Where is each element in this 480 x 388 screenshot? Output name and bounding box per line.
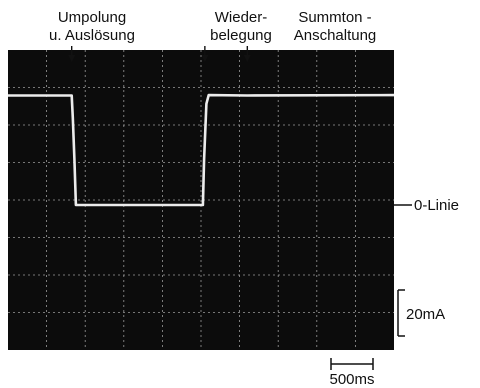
current-scale-bar: 20mA xyxy=(397,289,445,337)
zero-line-label: 0-Linie xyxy=(414,197,459,214)
event-umpolung-line1: Umpolung xyxy=(58,9,126,26)
event-summton-line2: Anschaltung xyxy=(294,27,377,44)
time-scale-bar: 500ms xyxy=(329,358,375,388)
event-wiederbelegung-line1: Wieder- xyxy=(215,9,268,26)
zero-line-marker: 0-Linie xyxy=(394,197,459,214)
event-wiederbelegung-line2: belegung xyxy=(210,27,272,44)
event-annotations: Umpolung u. Auslösung Wieder- belegung S… xyxy=(49,9,376,62)
current-scale-label: 20mA xyxy=(406,306,445,323)
event-summton-arrow-head xyxy=(243,55,251,62)
signal-trace xyxy=(8,93,395,207)
event-umpolung-arrow-head xyxy=(68,55,76,62)
signal-trace-line xyxy=(8,93,395,207)
event-wiederbelegung-arrow-head xyxy=(201,55,209,62)
event-summton-line1: Summton - xyxy=(298,9,371,26)
graticule xyxy=(8,50,394,350)
event-umpolung-line2: u. Auslösung xyxy=(49,27,135,44)
time-scale-label: 500ms xyxy=(329,371,374,388)
